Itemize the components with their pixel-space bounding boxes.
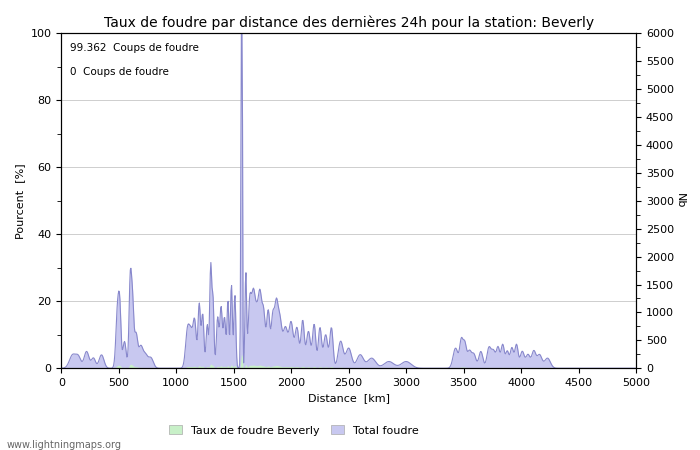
Y-axis label: Pourcent  [%]: Pourcent [%] bbox=[15, 163, 25, 239]
Legend: Taux de foudre Beverly, Total foudre: Taux de foudre Beverly, Total foudre bbox=[164, 421, 424, 440]
Title: Taux de foudre par distance des dernières 24h pour la station: Beverly: Taux de foudre par distance des dernière… bbox=[104, 15, 594, 30]
Text: 99.362  Coups de foudre: 99.362 Coups de foudre bbox=[70, 44, 199, 54]
Text: 0  Coups de foudre: 0 Coups de foudre bbox=[70, 67, 169, 77]
X-axis label: Distance  [km]: Distance [km] bbox=[308, 393, 390, 404]
Text: www.lightningmaps.org: www.lightningmaps.org bbox=[7, 440, 122, 450]
Y-axis label: Nb: Nb bbox=[675, 193, 685, 208]
